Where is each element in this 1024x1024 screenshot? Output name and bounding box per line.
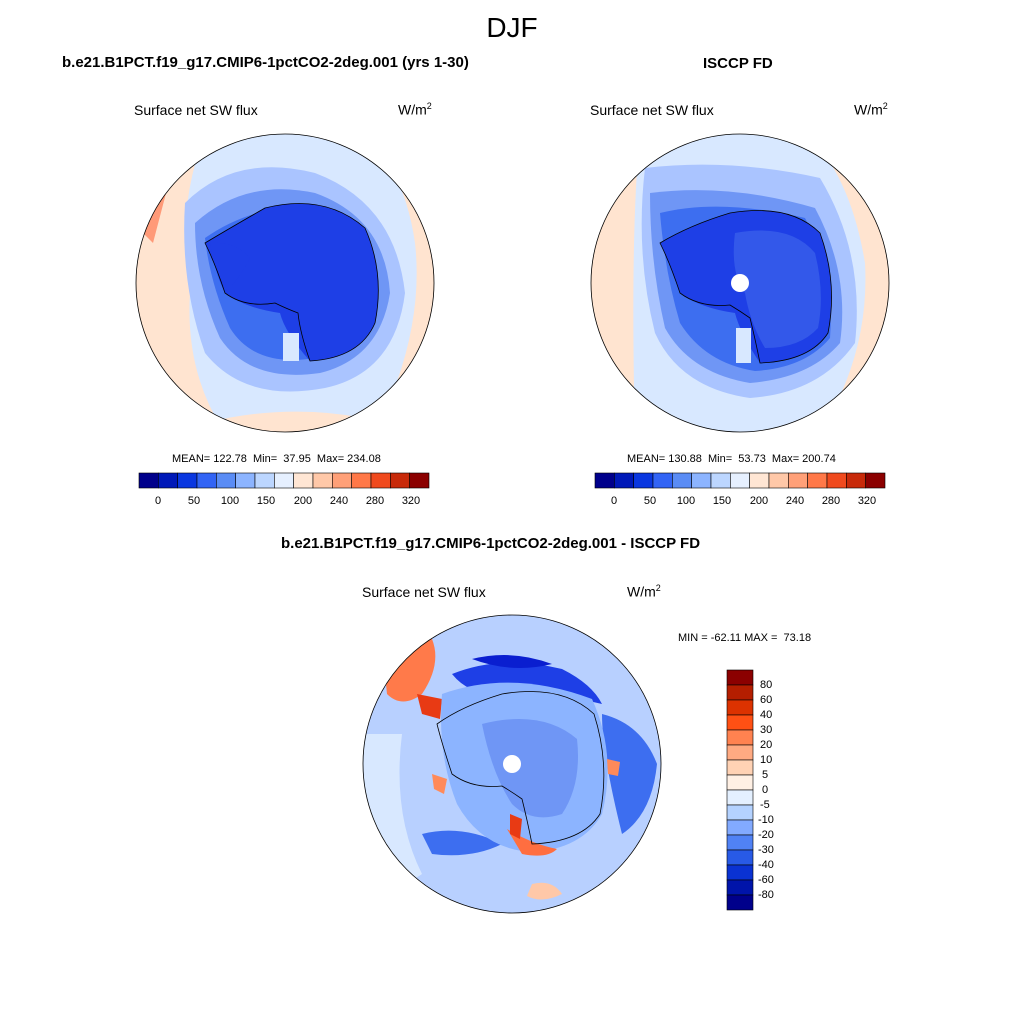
panel-1-colorbar [138, 472, 430, 489]
panel-3-title: b.e21.B1PCT.f19_g17.CMIP6-1pctCO2-2deg.0… [281, 535, 701, 552]
panel-1-map [135, 133, 435, 433]
colorbar-box [730, 472, 750, 489]
colorbar-box [216, 472, 236, 489]
panel-3-units: W/m2 [627, 583, 661, 600]
cb1-label: 0 [154, 495, 162, 507]
cb3-label: 10 [760, 754, 773, 766]
cb3-label: 30 [760, 724, 773, 736]
panel-3-map [362, 614, 662, 914]
colorbar-box [726, 759, 754, 776]
colorbar-box [594, 472, 615, 489]
cb2-label: 280 [821, 495, 841, 507]
colorbar-box [196, 472, 217, 489]
cb3-label: -40 [758, 859, 774, 871]
panel-1-title: b.e21.B1PCT.f19_g17.CMIP6-1pctCO2-2deg.0… [62, 54, 469, 71]
colorbar-box [726, 879, 754, 896]
colorbar-box [158, 472, 178, 489]
colorbar-box [726, 699, 754, 716]
colorbar-box [254, 472, 275, 489]
cb3-label: 80 [760, 679, 773, 691]
colorbar-box [726, 894, 754, 911]
colorbar-box [726, 684, 754, 701]
cb1-label: 280 [365, 495, 385, 507]
cb2-label: 150 [712, 495, 732, 507]
colorbar-box [726, 849, 754, 866]
cb1-label: 50 [187, 495, 201, 507]
cb1-label: 240 [329, 495, 349, 507]
panel-3-stats: MIN = -62.11 MAX = 73.18 [678, 632, 812, 644]
cb3-label: -30 [758, 844, 774, 856]
cb2-label: 50 [643, 495, 657, 507]
colorbar-box [865, 472, 886, 489]
colorbar-box [726, 729, 754, 746]
colorbar-box [351, 472, 372, 489]
cb1-label: 320 [401, 495, 421, 507]
colorbar-box [710, 472, 731, 489]
cb2-label: 0 [610, 495, 618, 507]
colorbar-box [633, 472, 654, 489]
colorbar-box [312, 472, 333, 489]
colorbar-box [768, 472, 789, 489]
cb3-label: -10 [758, 814, 774, 826]
colorbar-box [672, 472, 692, 489]
cb2-label: 200 [749, 495, 769, 507]
cb3-label: -5 [760, 799, 770, 811]
colorbar-box [726, 864, 754, 881]
cb3-label: -60 [758, 874, 774, 886]
cb3-label: 60 [760, 694, 773, 706]
main-title: DJF [486, 12, 538, 43]
panel-2-stats: MEAN= 130.88 Min= 53.73 Max= 200.74 [627, 453, 836, 465]
colorbar-box [177, 472, 198, 489]
colorbar-box [293, 472, 314, 489]
colorbar-box [749, 472, 770, 489]
panel-1-variable: Surface net SW flux [134, 102, 258, 118]
colorbar-box [614, 472, 634, 489]
colorbar-box [726, 819, 754, 836]
cb3-label: 40 [760, 709, 773, 721]
panel-1-stats: MEAN= 122.78 Min= 37.95 Max= 234.08 [172, 453, 381, 465]
colorbar-box [726, 669, 754, 686]
cb2-label: 240 [785, 495, 805, 507]
panel-2-map [590, 133, 890, 433]
colorbar-box [370, 472, 391, 489]
colorbar-box [235, 472, 256, 489]
panel-3-variable: Surface net SW flux [362, 584, 486, 600]
cb1-label: 200 [293, 495, 313, 507]
cb1-label: 100 [220, 495, 240, 507]
colorbar-box [691, 472, 712, 489]
panel-2-colorbar [594, 472, 886, 489]
colorbar-box [726, 774, 754, 791]
colorbar-box [726, 744, 754, 761]
colorbar-box [390, 472, 410, 489]
colorbar-box [846, 472, 866, 489]
cb3-label: -80 [758, 889, 774, 901]
colorbar-box [332, 472, 352, 489]
cb3-label: 0 [762, 784, 769, 796]
colorbar-box [652, 472, 673, 489]
cb2-label: 320 [857, 495, 877, 507]
cb3-label: 20 [760, 739, 773, 751]
cb2-label: 100 [676, 495, 696, 507]
colorbar-box [726, 804, 754, 821]
panel-2-variable: Surface net SW flux [590, 102, 714, 118]
colorbar-box [826, 472, 847, 489]
cb3-label: 5 [762, 769, 769, 781]
panel-2-title: ISCCP FD [703, 55, 773, 72]
panel-2-units: W/m2 [854, 101, 888, 118]
colorbar-box [788, 472, 808, 489]
colorbar-box [274, 472, 294, 489]
colorbar-box [726, 714, 754, 731]
colorbar-box [726, 834, 754, 851]
cb3-label: -20 [758, 829, 774, 841]
panel-3-colorbar [726, 669, 754, 911]
colorbar-box [138, 472, 159, 489]
colorbar-box [726, 789, 754, 806]
panel-1-units: W/m2 [398, 101, 432, 118]
colorbar-box [409, 472, 430, 489]
colorbar-box [807, 472, 828, 489]
cb1-label: 150 [256, 495, 276, 507]
